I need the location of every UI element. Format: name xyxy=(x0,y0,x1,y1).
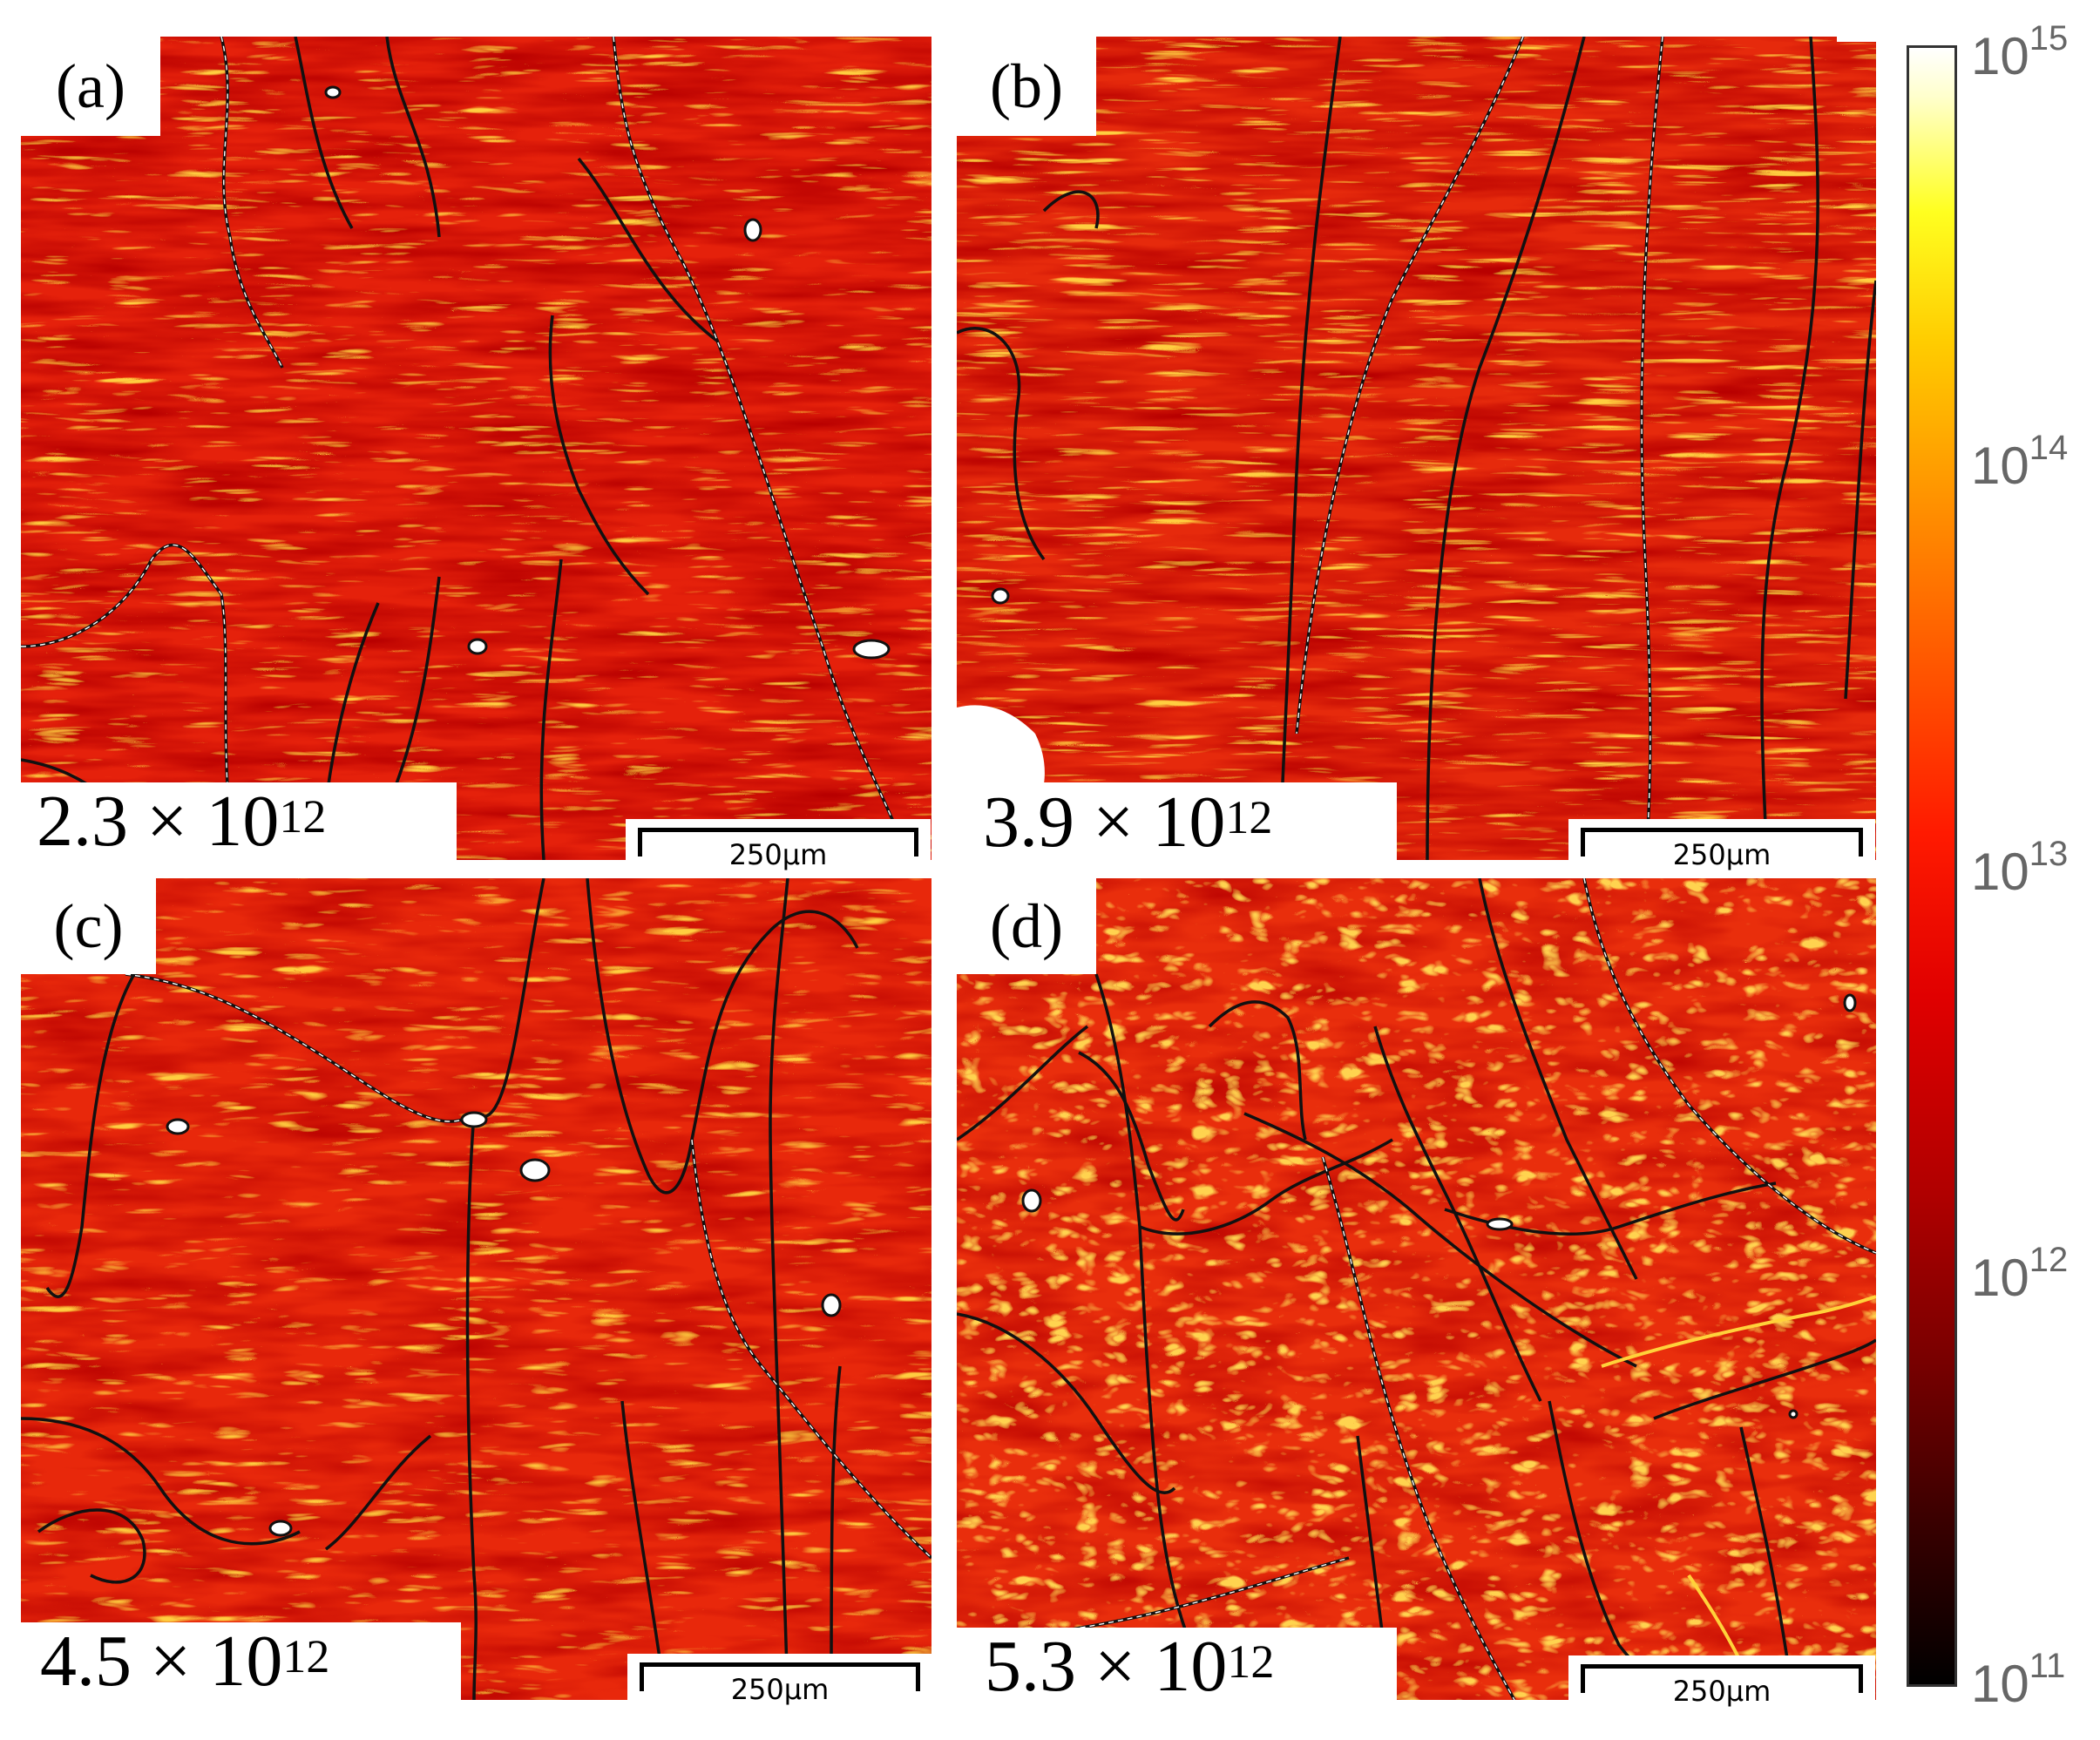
density-exponent-c: 12 xyxy=(282,1630,330,1682)
map-panel-a: (a) xyxy=(21,37,931,860)
scale-bar-label-c: 250µm xyxy=(730,1673,830,1706)
density-label-d: 5.3 × 10 12 xyxy=(957,1628,1397,1706)
colorbar-tick-1e14: 1014 xyxy=(1971,429,2068,496)
colorbar-tick-1e13: 1013 xyxy=(1971,835,2068,902)
colorbar-tick-base: 10 xyxy=(1971,1249,2029,1307)
density-exponent-a: 12 xyxy=(279,790,327,843)
scale-bar-label-b: 250µm xyxy=(1672,838,1771,871)
density-exponent-d: 12 xyxy=(1227,1635,1275,1688)
colorbar-tick-base: 10 xyxy=(1971,1655,2029,1713)
scale-bar-line-d xyxy=(1581,1664,1863,1693)
density-value-b: 3.9 × 10 xyxy=(983,782,1226,863)
scale-bar-label-a: 250µm xyxy=(728,838,828,871)
scale-bar-line-b xyxy=(1581,828,1863,856)
colorbar-tick-exp: 12 xyxy=(2029,1241,2069,1279)
scale-bar-a: 250µm xyxy=(626,819,931,871)
scale-bar-line-a xyxy=(638,828,918,856)
colorbar-tick-base: 10 xyxy=(1971,27,2029,85)
scale-bar-c: 250µm xyxy=(627,1654,932,1706)
colorbar-tick-1e15: 1015 xyxy=(1971,19,2068,86)
map-panel-c: (c) xyxy=(21,878,931,1700)
colorbar-tick-1e11: 1011 xyxy=(1971,1647,2065,1714)
density-exponent-b: 12 xyxy=(1225,791,1273,843)
map-panel-d: (d) xyxy=(957,878,1876,1700)
dislocation-map-d xyxy=(957,878,1876,1700)
panel-letter-b: (b) xyxy=(957,37,1096,136)
density-value-c: 4.5 × 10 xyxy=(40,1621,283,1702)
scale-bar-label-d: 250µm xyxy=(1672,1675,1771,1708)
colorbar-tick-1e12: 1012 xyxy=(1971,1241,2068,1308)
map-panel-b: (b) xyxy=(957,37,1876,860)
density-value-a: 2.3 × 10 xyxy=(37,781,280,862)
density-colorbar xyxy=(1907,45,1957,1687)
dislocation-map-b xyxy=(957,37,1876,860)
density-label-c: 4.5 × 10 12 xyxy=(21,1622,461,1701)
colorbar-tick-base: 10 xyxy=(1971,437,2029,495)
density-label-a: 2.3 × 10 12 xyxy=(21,782,457,861)
panel-letter-c: (c) xyxy=(21,878,156,974)
density-label-b: 3.9 × 10 12 xyxy=(957,782,1397,863)
colorbar-tick-exp: 13 xyxy=(2029,835,2069,873)
panel-letter-d: (d) xyxy=(957,878,1096,974)
scale-bar-b: 250µm xyxy=(1568,819,1875,871)
colorbar-tick-base: 10 xyxy=(1971,843,2029,901)
colorbar-tick-exp: 14 xyxy=(2029,429,2069,467)
density-value-d: 5.3 × 10 xyxy=(985,1626,1228,1707)
dislocation-map-c xyxy=(21,878,931,1700)
colorbar-tick-exp: 15 xyxy=(2029,19,2069,58)
dislocation-map-a xyxy=(21,37,931,860)
scale-bar-d: 250µm xyxy=(1568,1655,1875,1708)
colorbar-tick-exp: 11 xyxy=(2029,1647,2066,1685)
panel-letter-a: (a) xyxy=(21,37,160,136)
scale-bar-line-c xyxy=(640,1662,920,1691)
